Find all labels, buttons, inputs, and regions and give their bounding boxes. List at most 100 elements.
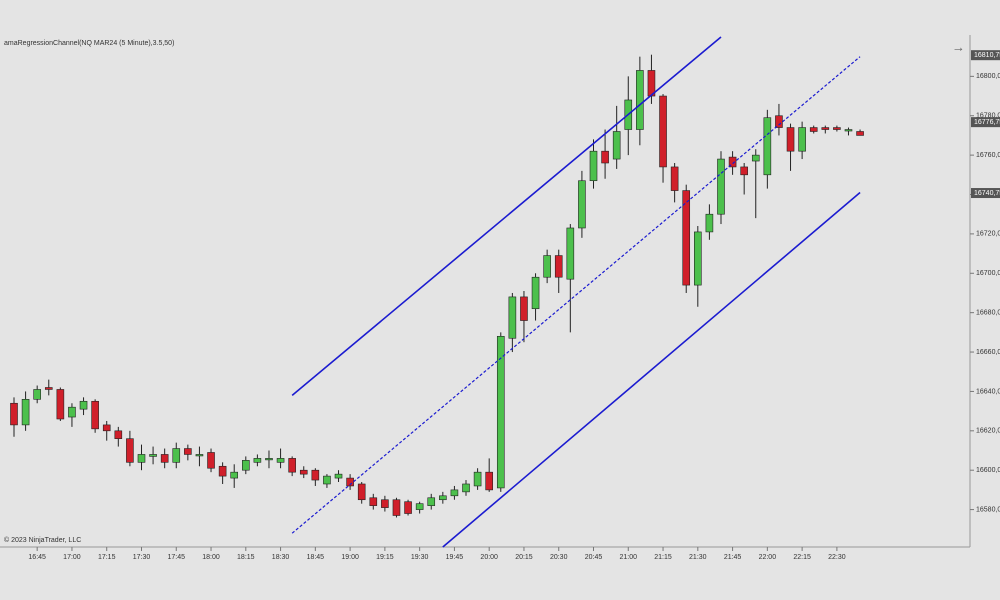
- candle-body: [775, 115, 783, 128]
- x-tick-label: 21:15: [654, 554, 672, 561]
- x-tick-label: 22:00: [759, 554, 777, 561]
- price-marker-label: 16810,75: [974, 52, 1000, 59]
- candle-body: [21, 399, 30, 426]
- candle-body: [334, 473, 343, 479]
- x-tick-label: 22:15: [793, 554, 811, 561]
- candle-body: [114, 430, 123, 439]
- candle-body: [230, 471, 239, 479]
- x-tick-label: 18:30: [272, 554, 290, 561]
- candle-body: [485, 471, 493, 491]
- scroll-arrow[interactable]: →: [952, 39, 965, 54]
- candle-body: [659, 95, 667, 168]
- x-tick-label: 18:45: [307, 554, 325, 561]
- candle-body: [195, 454, 204, 457]
- x-tick-label: 21:00: [620, 554, 638, 561]
- candle-body: [589, 150, 598, 182]
- candle-body: [705, 213, 714, 233]
- candle-body: [450, 489, 459, 497]
- copyright: © 2023 NinjaTrader, LLC: [4, 536, 81, 544]
- y-tick-label: 16760,00: [976, 152, 1000, 159]
- y-tick-label: 16780,00: [976, 113, 1000, 120]
- candle-body: [10, 402, 18, 426]
- candle-body: [717, 158, 725, 215]
- candle-body: [102, 424, 111, 432]
- x-tick-label: 16:45: [28, 554, 46, 561]
- candle-body: [531, 276, 540, 310]
- candle-body: [346, 477, 354, 487]
- x-tick-label: 20:00: [480, 554, 498, 561]
- candle-body: [728, 156, 737, 168]
- candle-body: [496, 335, 505, 489]
- candle-body: [798, 127, 806, 152]
- candle-body: [218, 465, 227, 477]
- candle-body: [44, 387, 53, 390]
- candle-body: [126, 438, 134, 463]
- x-tick-label: 21:30: [689, 554, 707, 561]
- candle-body: [357, 483, 366, 501]
- candle-body: [56, 389, 65, 420]
- y-tick-label: 16660,00: [976, 349, 1000, 356]
- candle-body: [856, 131, 864, 136]
- x-tick-label: 19:45: [446, 554, 464, 561]
- candle-body: [578, 180, 586, 229]
- y-tick-label: 16620,00: [976, 428, 1000, 435]
- candle-body: [276, 458, 285, 463]
- candle-body: [137, 454, 146, 463]
- candle-body: [566, 227, 575, 280]
- regression-line: [291, 36, 722, 396]
- candle-body: [160, 454, 169, 463]
- candle-body: [751, 154, 760, 162]
- candle-body: [427, 497, 436, 506]
- candle-body: [670, 166, 679, 191]
- y-tick-label: 16700,00: [976, 270, 1000, 277]
- price-marker: [971, 50, 1000, 61]
- candle-body: [253, 458, 262, 463]
- candle-body: [844, 129, 853, 132]
- indicator-title: amaRegressionChannel(NQ MAR24 (5 Minute)…: [4, 40, 174, 47]
- regression-line: [442, 191, 861, 548]
- y-tick-label: 16800,00: [976, 73, 1000, 80]
- price-marker: [971, 188, 1000, 199]
- candle-body: [786, 127, 795, 152]
- candle-body: [520, 296, 528, 321]
- candle-body: [694, 231, 702, 286]
- candle-body: [392, 499, 401, 516]
- candle-body: [821, 127, 830, 130]
- candle-body: [682, 190, 691, 286]
- candle-body: [601, 150, 609, 164]
- candle-body: [543, 255, 551, 278]
- x-tick-label: 19:00: [341, 554, 359, 561]
- candle-body: [288, 458, 296, 473]
- price-marker-label: 16776,75: [974, 119, 1000, 126]
- y-tick-label: 16680,00: [976, 310, 1000, 317]
- x-tick-label: 17:15: [98, 554, 116, 561]
- price-marker-label: 16740,75: [974, 190, 1000, 197]
- regression-line: [291, 56, 861, 534]
- x-tick-label: 19:15: [376, 554, 394, 561]
- x-tick-label: 17:30: [133, 554, 151, 561]
- x-tick-label: 19:30: [411, 554, 429, 561]
- candle-body: [299, 469, 308, 475]
- candle-body: [265, 458, 273, 461]
- x-tick-label: 17:00: [63, 554, 81, 561]
- candle-body: [207, 452, 215, 469]
- x-tick-label: 18:15: [237, 554, 255, 561]
- candle-body: [636, 70, 644, 130]
- candle-body: [242, 460, 250, 471]
- y-tick-label: 16720,00: [976, 231, 1000, 238]
- candle-body: [79, 400, 88, 410]
- candle-body: [462, 483, 470, 493]
- candle-body: [415, 503, 424, 510]
- candle-body: [554, 255, 563, 278]
- y-tick-label: 16640,00: [976, 388, 1000, 395]
- candle-body: [508, 296, 517, 339]
- candle-body: [473, 471, 482, 487]
- candle-body: [740, 166, 748, 176]
- candle-body: [68, 406, 76, 418]
- x-tick-label: 20:15: [515, 554, 533, 561]
- x-tick-label: 20:45: [585, 554, 603, 561]
- x-tick-label: 17:45: [167, 554, 185, 561]
- x-tick-label: 20:30: [550, 554, 568, 561]
